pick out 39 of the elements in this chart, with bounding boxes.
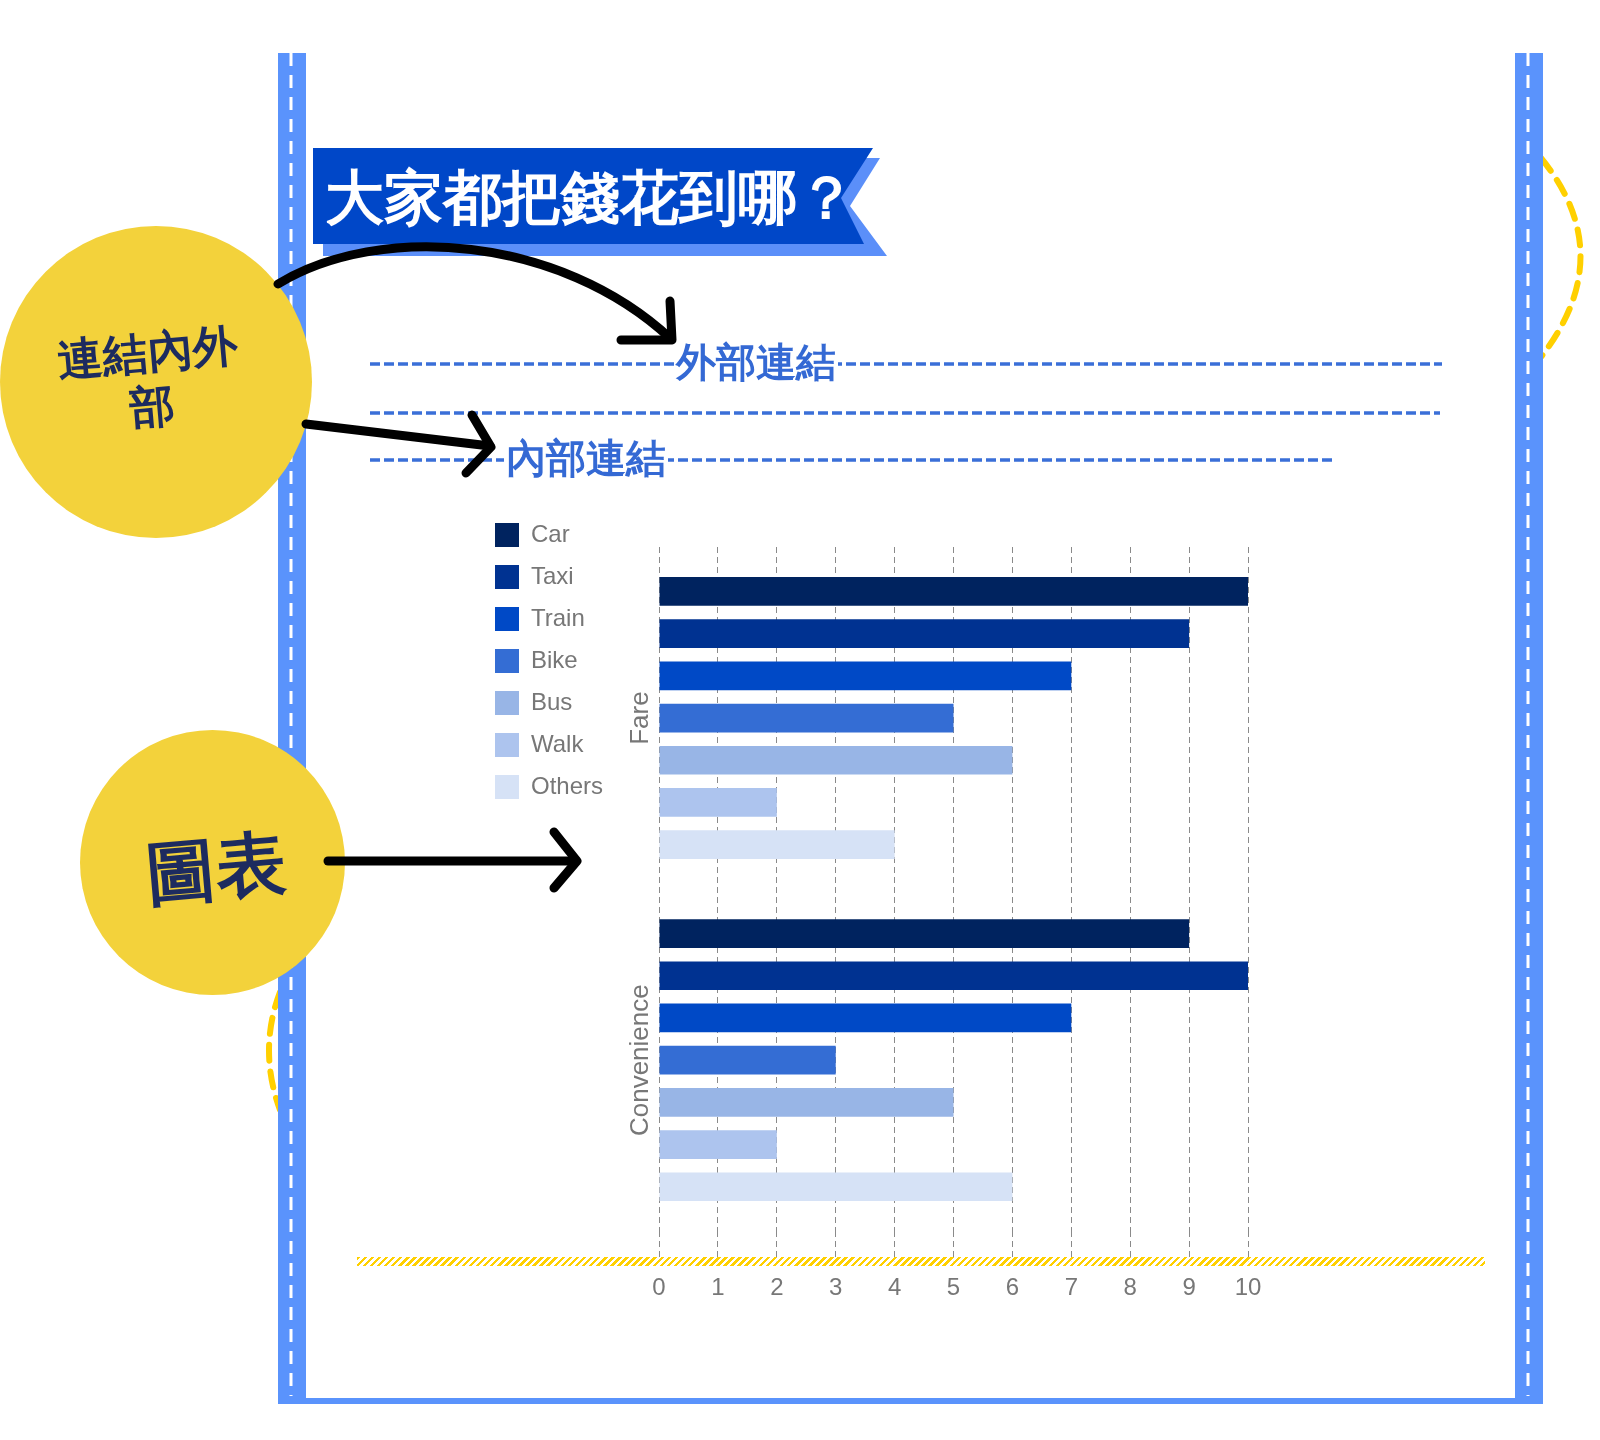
x-tick-label: 1 [711, 1273, 725, 1301]
bar [659, 961, 1248, 991]
text: 圖表 [142, 821, 290, 916]
bar [659, 788, 777, 817]
legend-label: Car [531, 519, 570, 547]
bar [659, 1003, 1072, 1033]
x-tick-label: 7 [1064, 1273, 1078, 1301]
text: 內部連結 [504, 435, 668, 481]
x-tick-label: 10 [1234, 1273, 1262, 1301]
x-tick-label: 9 [1182, 1273, 1196, 1301]
chart-title: 大家都把錢花到哪？ [325, 162, 856, 232]
legend-label: Train [531, 603, 585, 631]
bar [659, 1130, 777, 1159]
y-tick-label: Fare [624, 691, 655, 745]
bar [659, 577, 1248, 606]
bar [659, 830, 895, 860]
x-tick-label: 5 [946, 1273, 961, 1301]
bar [659, 703, 954, 733]
legend-label: Walk [531, 729, 585, 757]
x-tick-label: 0 [652, 1273, 666, 1301]
x-tick-label: 8 [1123, 1273, 1137, 1301]
bar [659, 1172, 1013, 1202]
x-tick-label: 3 [829, 1273, 843, 1301]
x-tick-label: 2 [770, 1273, 784, 1301]
text: 連結內外部 [54, 317, 241, 437]
bar [659, 1045, 836, 1075]
bar [659, 745, 1013, 775]
bar [659, 661, 1072, 691]
bar [659, 1088, 954, 1117]
text: 外部連結 [674, 339, 838, 385]
legend-label: Bike [531, 645, 578, 673]
x-tick-label: 4 [887, 1273, 902, 1301]
bar [659, 619, 1190, 648]
legend-label: Bus [531, 687, 573, 715]
y-tick-label: Convenience [624, 984, 655, 1137]
x-tick-label: 6 [1005, 1273, 1020, 1301]
legend-label: Taxi [531, 561, 574, 589]
bar [659, 919, 1190, 948]
legend-label: Others [531, 771, 604, 799]
